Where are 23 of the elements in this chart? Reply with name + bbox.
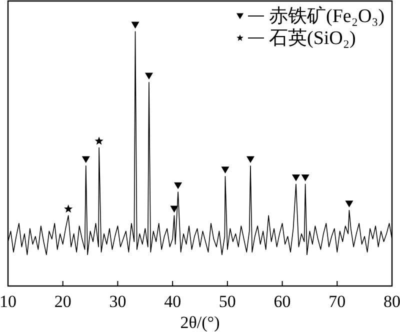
point xyxy=(292,174,300,182)
point xyxy=(301,174,310,182)
point xyxy=(345,200,354,208)
point xyxy=(174,182,182,190)
point xyxy=(144,72,153,80)
point xyxy=(64,204,73,213)
x-tick-label: 80 xyxy=(384,292,400,311)
x-tick-label: 70 xyxy=(328,292,346,311)
legend-label: 石英(SiO₂) xyxy=(269,28,356,49)
legend-label: 赤铁矿(Fe₂O₃) xyxy=(269,5,385,27)
x-tick-label: 50 xyxy=(218,292,236,311)
point xyxy=(94,136,104,145)
x-tick-label: 30 xyxy=(109,292,126,311)
point xyxy=(131,22,140,29)
point xyxy=(170,206,178,213)
point xyxy=(246,156,254,164)
x-tick-label: 10 xyxy=(0,292,16,311)
point xyxy=(221,166,230,174)
x-tick-label: 60 xyxy=(274,292,291,311)
x-axis-title: 2θ/(°) xyxy=(180,313,220,332)
x-tick-label: 20 xyxy=(54,292,72,311)
x-tick-label: 40 xyxy=(164,292,182,311)
point xyxy=(82,156,90,164)
